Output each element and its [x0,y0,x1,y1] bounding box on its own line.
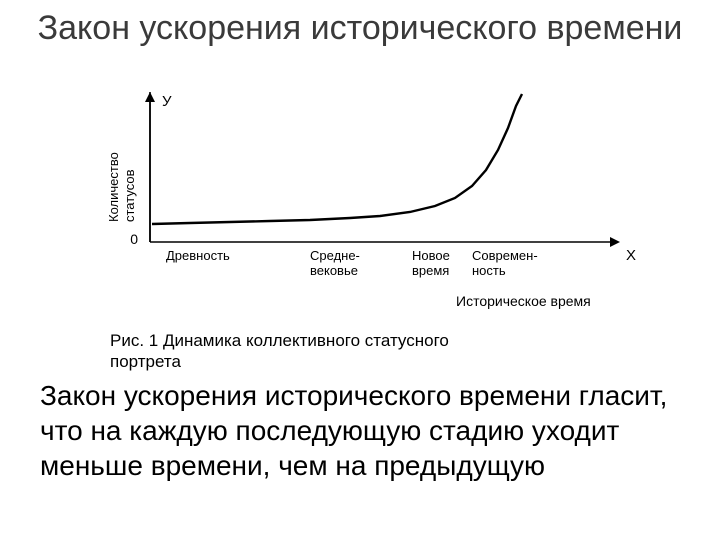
origin-label: 0 [130,231,138,247]
page-title: Закон ускорения исторического времени [0,8,720,49]
x-cat-2b: время [412,263,449,278]
x-cat-1b: вековье [310,263,358,278]
y-axis-top-label: У [162,93,172,110]
x-cat-2a: Новое [412,248,450,263]
x-axis-right-label: Х [626,247,636,264]
y-axis-title-line2: статусов [122,169,137,222]
curve [152,94,522,224]
y-axis-title: Количество [106,152,121,222]
x-cat-3a: Современ- [472,248,538,263]
x-cat-3b: ность [472,263,506,278]
x-axis-arrow [610,237,620,247]
x-axis-title: Историческое время [456,293,591,309]
x-cat-0: Древность [166,248,230,263]
figure-caption: Рис. 1 Динамика коллективного статусного… [110,330,510,373]
body-text: Закон ускорения исторического времени гл… [40,378,680,483]
chart-container: У Количество статусов 0 Х Древность Сред… [100,92,640,320]
y-axis-arrow [145,92,155,102]
x-cat-1a: Средне- [310,248,360,263]
chart-svg: У Количество статусов 0 Х Древность Сред… [100,92,640,320]
